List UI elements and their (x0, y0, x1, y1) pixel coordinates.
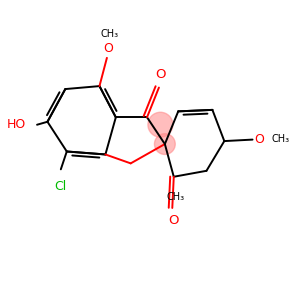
Text: CH₃: CH₃ (166, 192, 184, 202)
Text: O: O (103, 43, 113, 56)
Circle shape (148, 112, 173, 137)
Text: O: O (155, 68, 166, 81)
Text: CH₃: CH₃ (272, 134, 290, 144)
Text: O: O (169, 214, 179, 227)
Circle shape (154, 134, 175, 154)
Text: Cl: Cl (55, 180, 67, 193)
Text: CH₃: CH₃ (101, 28, 119, 38)
Text: HO: HO (7, 118, 26, 131)
Text: O: O (254, 133, 264, 146)
